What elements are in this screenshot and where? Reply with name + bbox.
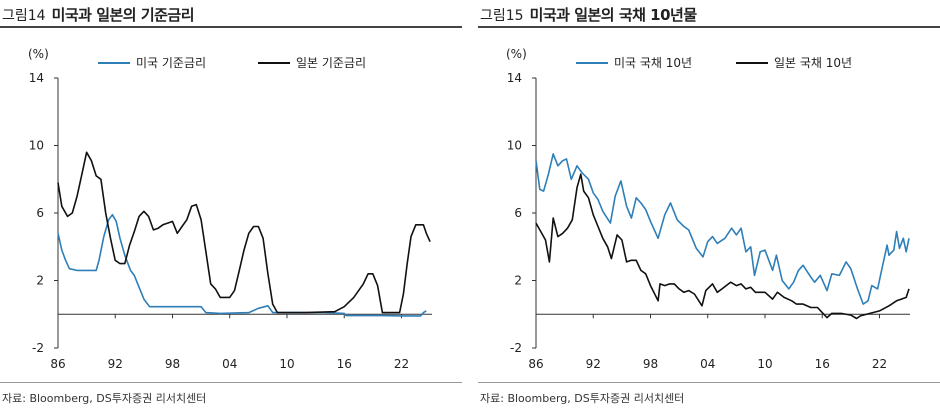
line-chart-10y-bond: -2 2 6 10 14 (%) 86 92 98 04 10 16 22 미국 국채 10년 일본 국채 … bbox=[506, 47, 910, 371]
y-tick-label: 2 bbox=[36, 274, 44, 288]
x-tick-label: 92 bbox=[108, 357, 123, 371]
bottom-rule bbox=[478, 382, 940, 383]
x-tick-label: 22 bbox=[394, 357, 409, 371]
x-tick-label: 04 bbox=[222, 357, 237, 371]
y-tick-label: 14 bbox=[29, 71, 44, 85]
y-tick-label: 6 bbox=[514, 206, 522, 220]
x-tick-label: 98 bbox=[643, 357, 658, 371]
y-tick-label: 2 bbox=[514, 274, 522, 288]
legend-label-japan: 일본 국채 10년 bbox=[774, 56, 852, 70]
legend-label-us: 미국 국채 10년 bbox=[614, 56, 692, 70]
line-chart-policy-rate: -2 2 6 10 14 (%) 86 92 98 04 10 16 22 미국 기준금리 일본 기준금리 bbox=[28, 47, 432, 371]
figure-label: 그림14 bbox=[2, 8, 46, 24]
title-rule bbox=[0, 26, 462, 28]
x-tick-label: 98 bbox=[165, 357, 180, 371]
x-tick-label: 86 bbox=[528, 357, 543, 371]
x-tick-label: 16 bbox=[815, 357, 830, 371]
y-axis-unit: (%) bbox=[506, 47, 527, 61]
x-tick-label: 22 bbox=[872, 357, 887, 371]
chart-panel-policy-rate: 그림14 미국과 일본의 기준금리 -2 2 6 10 14 (%) 86 92 98 04 10 16… bbox=[0, 0, 462, 410]
y-axis-unit: (%) bbox=[28, 47, 49, 61]
chart-source: 자료: Bloomberg, DS투자증권 리서치센터 bbox=[480, 392, 685, 405]
legend-label-us: 미국 기준금리 bbox=[136, 56, 206, 70]
chart-source: 자료: Bloomberg, DS투자증권 리서치센터 bbox=[2, 392, 207, 405]
chart-panel-10y-bond: 그림15 미국과 일본의 국채 10년물 -2 2 6 10 14 (%) 86 92 98 04 1… bbox=[478, 0, 940, 410]
chart-title: 그림14 미국과 일본의 기준금리 bbox=[2, 4, 195, 25]
x-tick-label: 16 bbox=[337, 357, 352, 371]
x-tick-label: 92 bbox=[586, 357, 601, 371]
y-tick-label: -2 bbox=[510, 341, 522, 355]
y-tick-label: 14 bbox=[507, 71, 522, 85]
series-line-us bbox=[535, 153, 910, 305]
series-line-us bbox=[57, 213, 427, 317]
series-line-japan bbox=[57, 151, 431, 314]
y-tick-label: 10 bbox=[507, 139, 522, 153]
x-tick-label: 86 bbox=[50, 357, 65, 371]
title-rule bbox=[478, 26, 940, 28]
x-tick-label: 10 bbox=[757, 357, 772, 371]
chart-title: 그림15 미국과 일본의 국채 10년물 bbox=[480, 4, 697, 25]
y-tick-label: 6 bbox=[36, 206, 44, 220]
figure-label: 그림15 bbox=[480, 8, 524, 24]
x-tick-label: 10 bbox=[279, 357, 294, 371]
y-tick-label: -2 bbox=[32, 341, 44, 355]
legend-label-japan: 일본 기준금리 bbox=[296, 56, 366, 70]
series-line-japan bbox=[535, 173, 910, 320]
chart-title-text: 미국과 일본의 기준금리 bbox=[51, 6, 195, 24]
chart-title-text: 미국과 일본의 국채 10년물 bbox=[529, 6, 698, 24]
bottom-rule bbox=[0, 382, 462, 383]
x-tick-label: 04 bbox=[700, 357, 715, 371]
y-tick-label: 10 bbox=[29, 139, 44, 153]
